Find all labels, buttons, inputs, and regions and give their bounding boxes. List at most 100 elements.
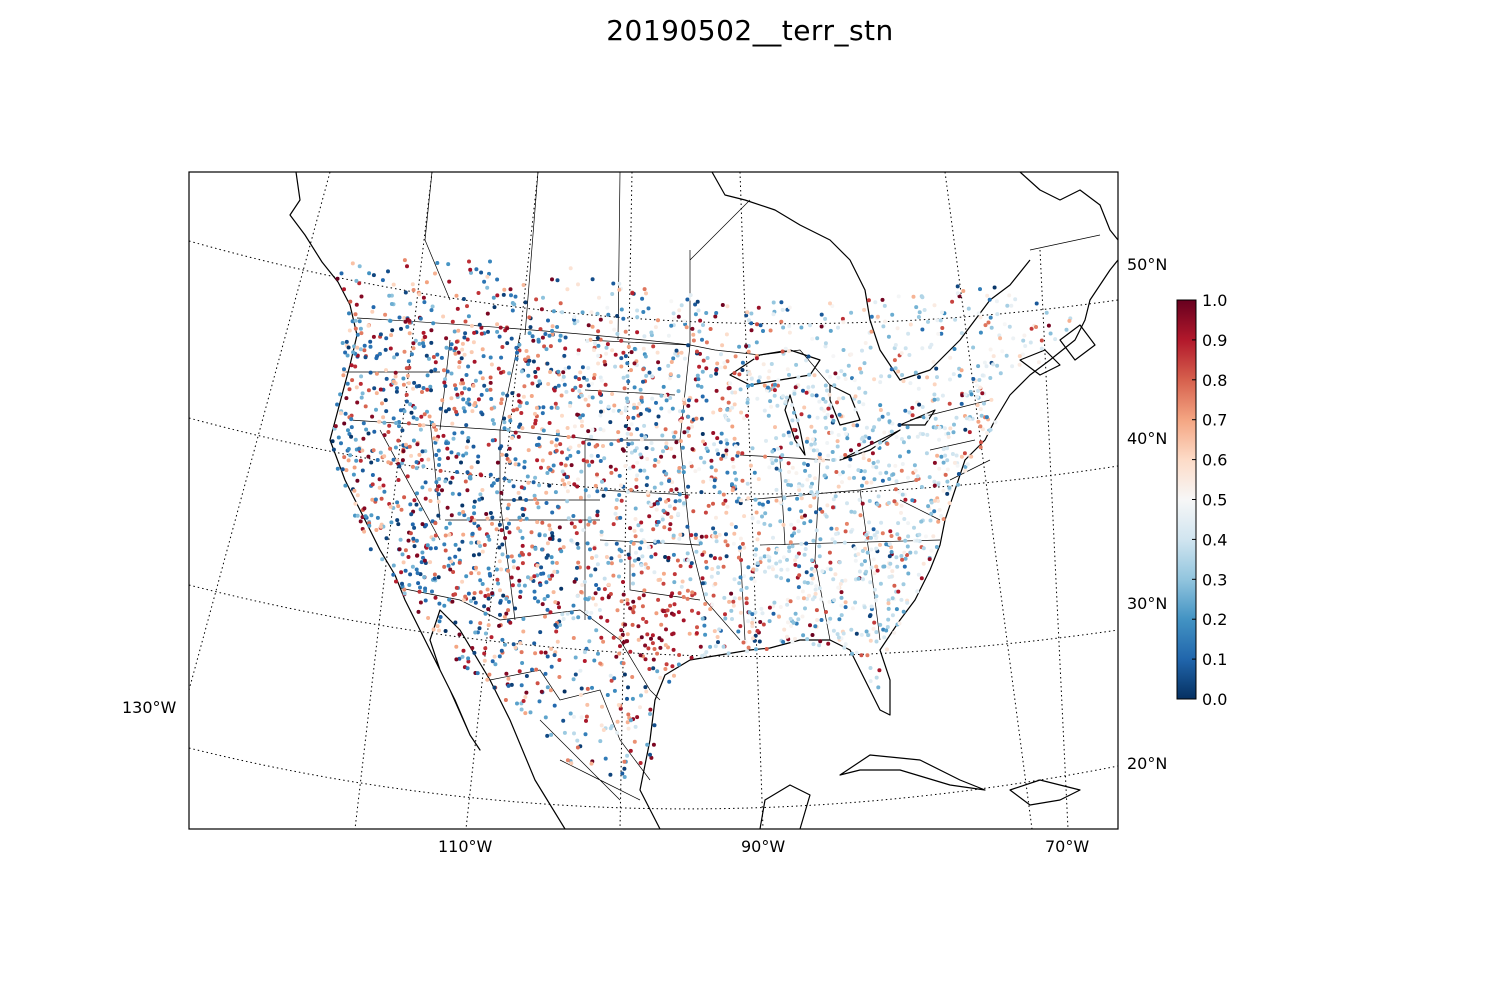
station-point xyxy=(945,467,950,472)
station-point xyxy=(805,436,810,441)
station-point xyxy=(801,633,806,638)
station-point xyxy=(402,409,407,414)
station-point xyxy=(596,329,601,334)
station-point xyxy=(409,410,414,415)
station-point xyxy=(615,314,620,318)
station-point xyxy=(518,641,523,646)
station-point xyxy=(838,472,842,477)
station-point xyxy=(941,447,946,452)
station-point xyxy=(651,742,656,747)
station-point xyxy=(428,499,433,503)
station-point xyxy=(402,591,407,596)
station-point xyxy=(755,561,760,566)
station-point xyxy=(704,340,709,345)
station-point xyxy=(471,553,476,558)
station-point xyxy=(371,448,376,453)
station-point xyxy=(772,393,777,398)
station-point xyxy=(476,571,481,576)
station-point xyxy=(539,565,544,570)
station-point xyxy=(831,458,836,462)
station-point xyxy=(959,401,964,406)
station-point xyxy=(420,522,425,527)
station-point xyxy=(672,580,677,585)
station-point xyxy=(770,461,775,466)
station-point xyxy=(732,577,737,582)
station-point xyxy=(814,584,819,589)
station-point xyxy=(435,352,440,357)
station-point xyxy=(667,527,672,532)
station-point xyxy=(448,480,453,485)
station-point xyxy=(790,640,795,645)
station-point xyxy=(457,360,462,365)
station-point xyxy=(987,297,992,302)
station-point xyxy=(486,442,491,447)
station-point xyxy=(921,415,926,420)
station-point xyxy=(552,388,557,393)
station-point xyxy=(636,523,641,528)
station-point xyxy=(437,619,442,624)
station-point xyxy=(856,552,861,557)
station-point xyxy=(595,513,600,518)
station-point xyxy=(681,595,686,599)
station-point xyxy=(580,583,585,587)
station-point xyxy=(956,482,960,487)
station-point xyxy=(621,661,626,666)
station-point xyxy=(342,421,347,426)
station-point xyxy=(691,338,696,343)
station-point xyxy=(1002,322,1007,327)
station-point xyxy=(609,561,614,566)
station-point xyxy=(467,387,472,392)
station-point xyxy=(879,374,884,379)
station-point xyxy=(767,605,772,610)
gulf-coast xyxy=(639,259,1118,829)
station-point xyxy=(810,558,814,563)
station-point xyxy=(492,654,497,659)
station-point xyxy=(401,382,406,387)
station-point xyxy=(546,318,550,323)
station-point xyxy=(619,356,624,361)
station-point xyxy=(436,492,441,497)
station-point xyxy=(488,259,492,264)
station-point xyxy=(541,295,545,300)
station-point xyxy=(504,596,509,601)
station-point xyxy=(575,412,580,417)
station-point xyxy=(939,514,944,518)
station-point xyxy=(988,315,993,320)
station-point xyxy=(746,496,751,501)
station-point xyxy=(757,639,762,644)
station-point xyxy=(347,387,352,392)
station-point xyxy=(681,470,686,475)
station-point xyxy=(519,485,524,490)
station-point xyxy=(422,412,427,417)
station-point xyxy=(731,603,736,608)
station-point xyxy=(469,571,474,576)
station-point xyxy=(520,561,525,566)
station-point xyxy=(622,775,627,779)
station-point xyxy=(817,455,822,460)
station-point xyxy=(789,483,793,488)
station-point xyxy=(453,383,457,388)
station-point xyxy=(461,397,466,402)
station-point xyxy=(758,556,763,561)
station-point xyxy=(822,408,827,413)
station-point xyxy=(963,392,968,397)
station-point xyxy=(804,541,809,546)
station-point xyxy=(781,394,785,399)
station-point xyxy=(428,560,433,565)
station-point xyxy=(703,602,708,606)
station-point xyxy=(619,498,624,503)
station-point xyxy=(482,279,487,284)
station-point xyxy=(406,421,411,426)
station-point xyxy=(952,347,957,351)
station-point xyxy=(593,567,598,572)
station-point xyxy=(575,745,580,750)
station-point xyxy=(380,401,384,406)
station-point xyxy=(985,431,990,435)
station-point xyxy=(945,458,950,463)
station-point xyxy=(639,433,644,438)
station-point xyxy=(579,686,584,691)
station-point xyxy=(763,569,767,574)
station-point xyxy=(572,714,576,719)
station-point xyxy=(984,364,989,369)
station-point xyxy=(534,405,539,410)
